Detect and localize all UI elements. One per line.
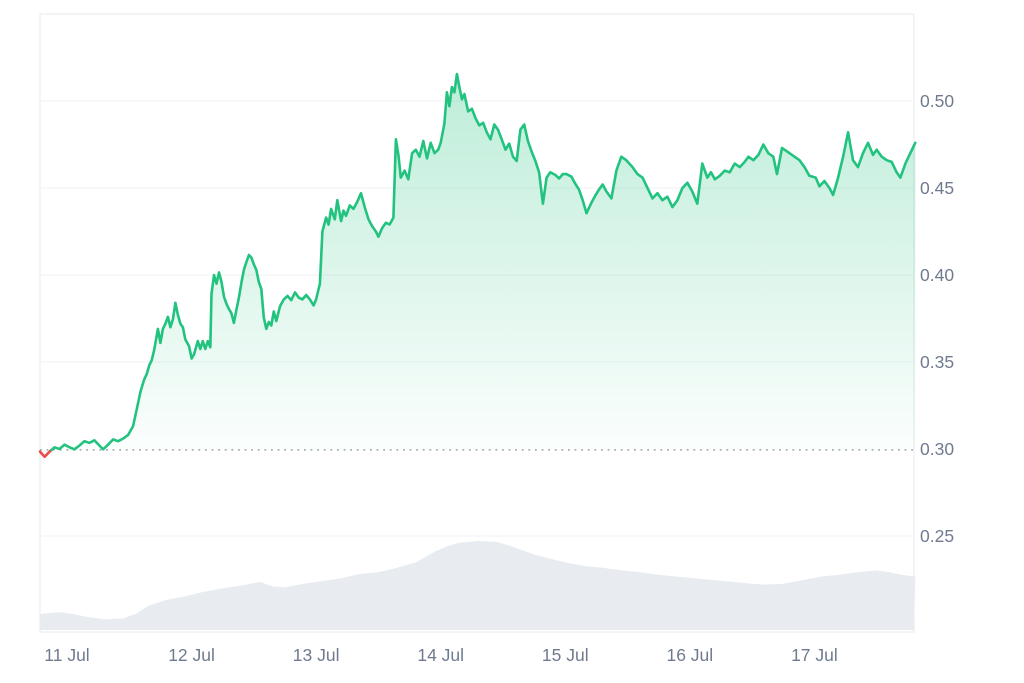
price-line-segment-up [50,72,917,452]
x-axis-label: 17 Jul [791,645,838,665]
price-line-segment-down [38,448,53,459]
x-axis-label: 13 Jul [293,645,340,665]
x-axis-label: 16 Jul [666,645,713,665]
y-axis-label: 0.50 [920,91,954,111]
y-axis-label: 0.30 [920,439,954,459]
price-area-fill [40,74,916,457]
y-axis-label: 0.25 [920,526,954,546]
y-axis-label: 0.35 [920,352,954,372]
y-axis-label: 0.40 [920,265,954,285]
y-axis-label: 0.45 [920,178,954,198]
x-axis-label: 15 Jul [542,645,589,665]
x-axis-label: 12 Jul [168,645,215,665]
volume-area [40,541,916,630]
x-axis-label: 14 Jul [417,645,464,665]
x-axis-label: 11 Jul [44,645,89,665]
